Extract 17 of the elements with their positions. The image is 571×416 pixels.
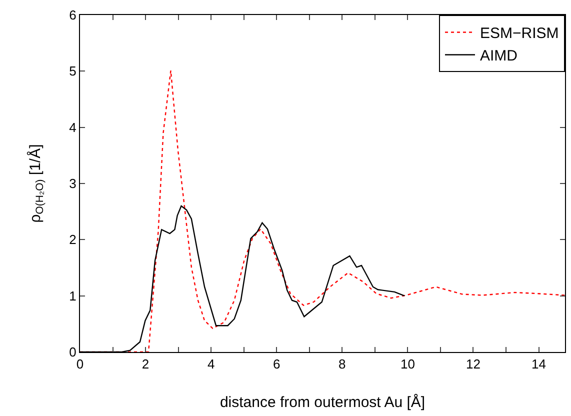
y-tick-label: 3 xyxy=(69,176,76,192)
y-tick-label: 4 xyxy=(69,120,76,135)
y-tick-label: 2 xyxy=(69,232,76,248)
x-tick-label: 8 xyxy=(338,356,346,372)
legend-label: ESM−RISM xyxy=(480,25,559,42)
legend-label: AIMD xyxy=(480,48,518,65)
y-tick-label: 6 xyxy=(69,8,76,23)
x-axis-title: distance from outermost Au [Å] xyxy=(220,393,426,411)
x-tick-label: 2 xyxy=(142,356,150,372)
x-tick-label: 6 xyxy=(273,356,280,372)
x-tick-label: 4 xyxy=(207,356,215,372)
y-tick-label: 0 xyxy=(69,344,76,360)
x-tick-label: 10 xyxy=(400,356,415,372)
y-tick-label: 1 xyxy=(69,288,76,304)
x-tick-label: 14 xyxy=(532,356,546,372)
x-tick-label: 12 xyxy=(466,356,480,372)
y-tick-label: 5 xyxy=(69,64,76,79)
